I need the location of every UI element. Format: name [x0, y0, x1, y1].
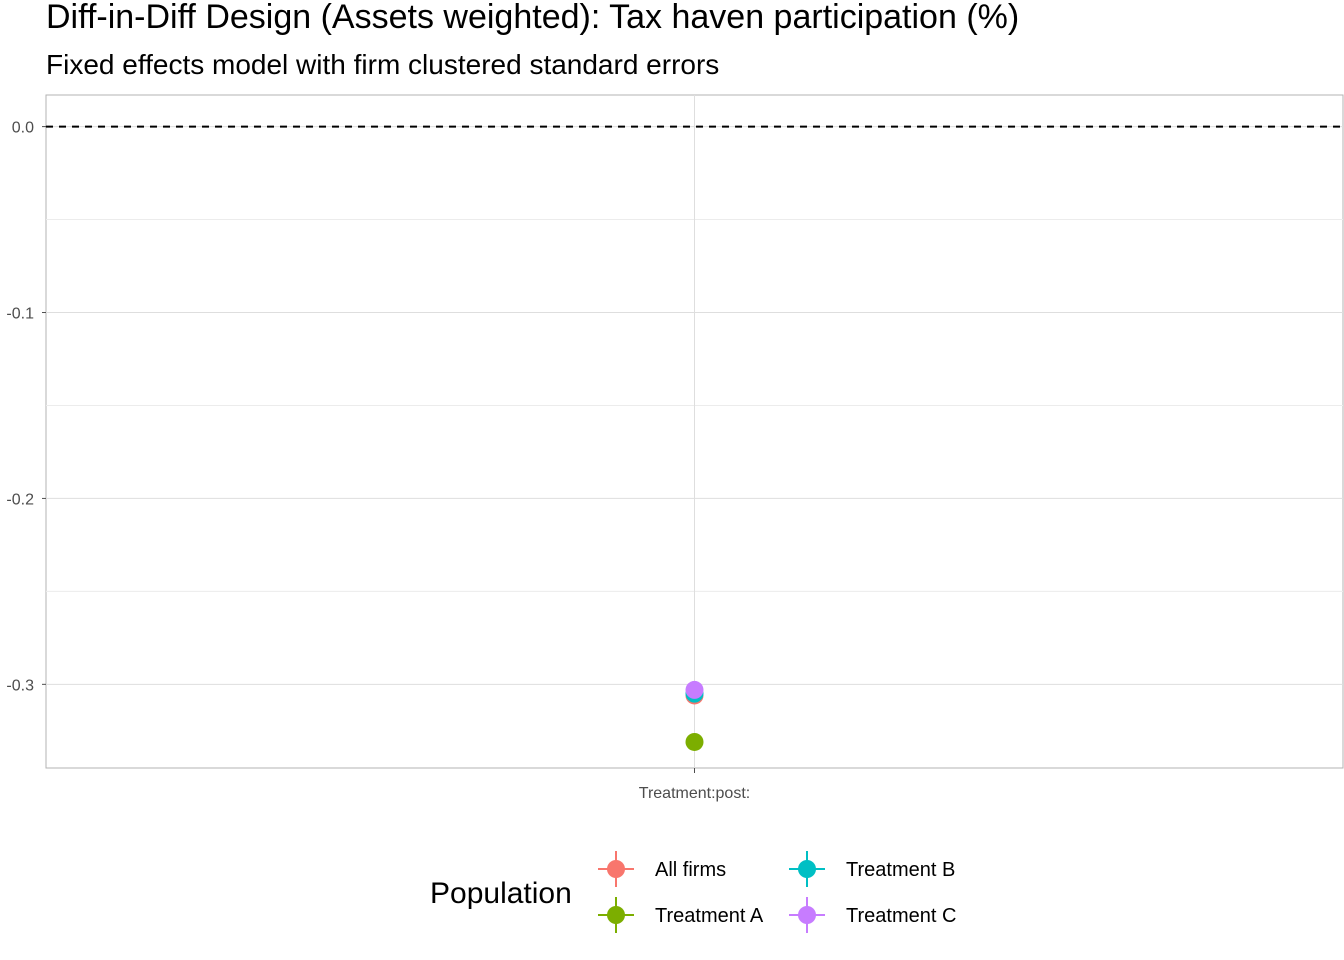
- legend-key-point: [798, 906, 816, 924]
- y-tick-label: -0.2: [6, 491, 34, 508]
- y-tick-label: -0.1: [6, 306, 34, 323]
- legend-label: Treatment C: [846, 905, 956, 927]
- chart-subtitle: Fixed effects model with firm clustered …: [46, 49, 719, 80]
- legend-item: Treatment C: [789, 897, 956, 933]
- legend-title: Population: [430, 877, 572, 910]
- legend-item: All firms: [598, 851, 726, 887]
- y-axis-ticks: 0.0 -0.1 -0.2 -0.3: [6, 120, 46, 694]
- legend-item: Treatment A: [598, 897, 764, 933]
- y-tick-label: -0.3: [6, 677, 34, 694]
- legend: Population All firms Treatment A Treatment…: [430, 851, 956, 933]
- data-points: [685, 680, 704, 751]
- y-tick-label: 0.0: [12, 120, 34, 137]
- x-tick-label: Treatment:post:: [639, 785, 750, 802]
- legend-label: Treatment A: [655, 905, 764, 927]
- legend-key-point: [607, 906, 625, 924]
- legend-item: Treatment B: [789, 851, 955, 887]
- chart-title: Diff-in-Diff Design (Assets weighted): T…: [46, 0, 1019, 36]
- data-point: [685, 732, 704, 751]
- data-point: [685, 680, 704, 699]
- legend-label: Treatment B: [846, 859, 955, 881]
- x-axis-ticks: Treatment:post:: [639, 768, 750, 802]
- legend-key-point: [607, 860, 625, 878]
- legend-key-point: [798, 860, 816, 878]
- legend-label: All firms: [655, 859, 726, 881]
